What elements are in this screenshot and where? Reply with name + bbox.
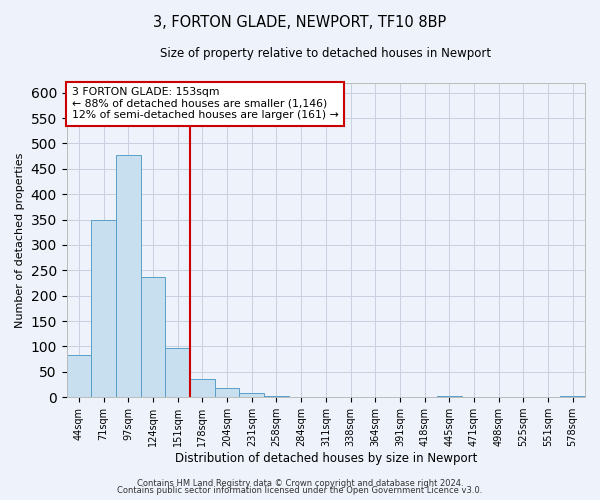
Title: Size of property relative to detached houses in Newport: Size of property relative to detached ho… — [160, 48, 491, 60]
Text: 3 FORTON GLADE: 153sqm
← 88% of detached houses are smaller (1,146)
12% of semi-: 3 FORTON GLADE: 153sqm ← 88% of detached… — [72, 87, 338, 120]
X-axis label: Distribution of detached houses by size in Newport: Distribution of detached houses by size … — [175, 452, 477, 465]
Bar — [166, 348, 190, 397]
Bar — [91, 220, 116, 397]
Bar — [264, 396, 289, 397]
Bar — [560, 396, 585, 397]
Y-axis label: Number of detached properties: Number of detached properties — [15, 152, 25, 328]
Text: 3, FORTON GLADE, NEWPORT, TF10 8BP: 3, FORTON GLADE, NEWPORT, TF10 8BP — [154, 15, 446, 30]
Bar — [437, 396, 461, 397]
Text: Contains public sector information licensed under the Open Government Licence v3: Contains public sector information licen… — [118, 486, 482, 495]
Text: Contains HM Land Registry data © Crown copyright and database right 2024.: Contains HM Land Registry data © Crown c… — [137, 478, 463, 488]
Bar — [239, 393, 264, 397]
Bar — [190, 380, 215, 397]
Bar — [141, 277, 166, 397]
Bar — [215, 388, 239, 397]
Bar — [67, 355, 91, 397]
Bar — [116, 154, 141, 397]
